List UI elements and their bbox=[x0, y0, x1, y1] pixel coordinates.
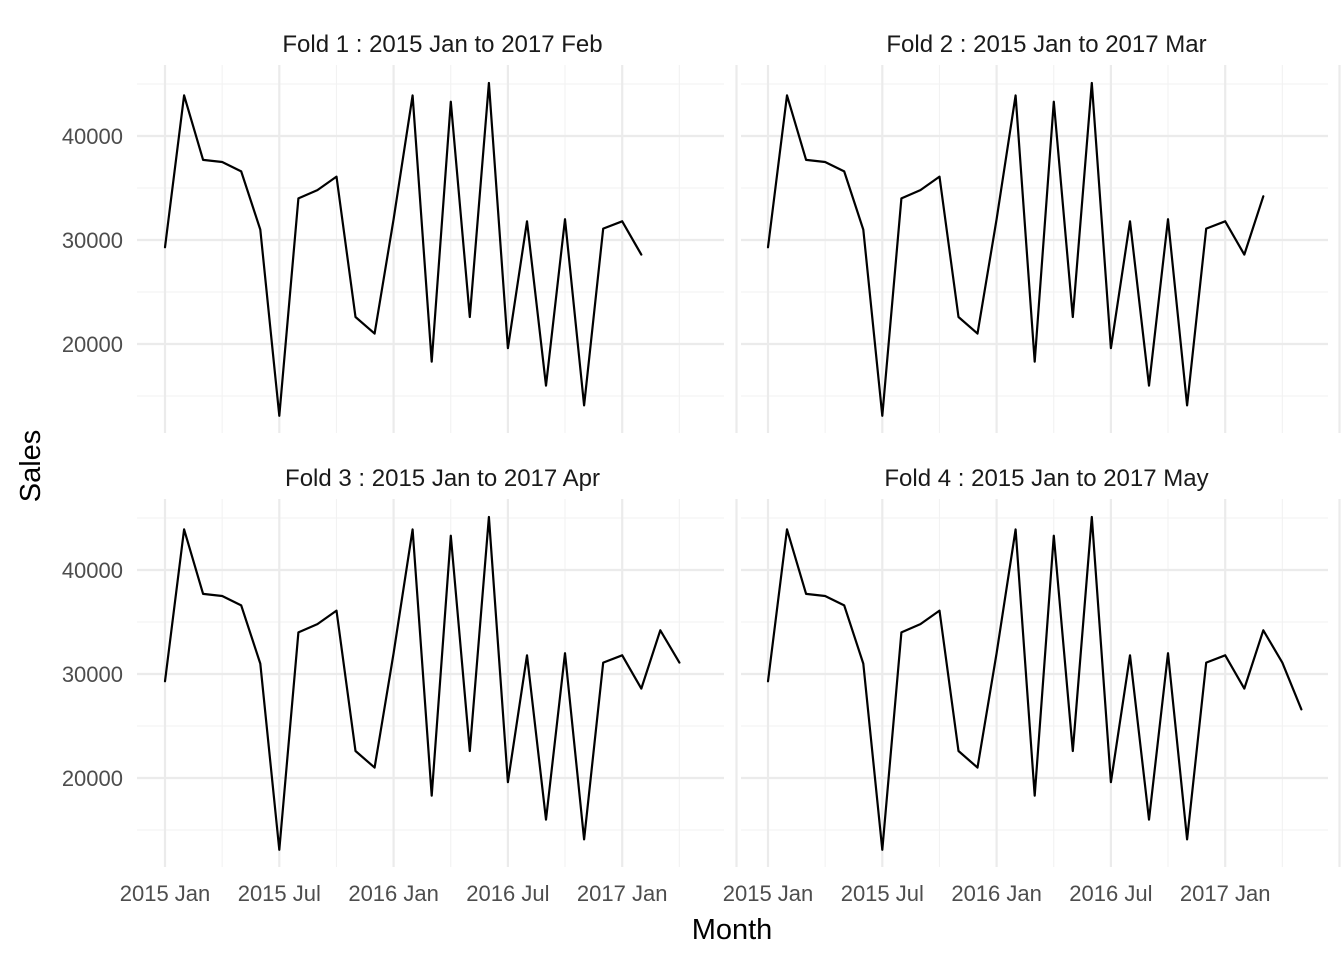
sales-series-line bbox=[766, 515, 1303, 851]
x-tick-label: 2016 Jan bbox=[951, 881, 1042, 906]
facet-title: Fold 3 : 2015 Jan to 2017 Apr bbox=[285, 465, 600, 492]
x-tick-label: 2015 Jul bbox=[841, 881, 924, 906]
x-axis-title: Month bbox=[692, 914, 773, 946]
y-tick-label: 40000 bbox=[62, 124, 123, 149]
facet-title: Fold 2 : 2015 Jan to 2017 Mar bbox=[886, 31, 1206, 58]
facet-panels: Fold 1 : 2015 Jan to 2017 Feb 20000 30000 4… bbox=[62, 31, 1341, 906]
sales-series-line bbox=[163, 515, 681, 851]
x-tick-label: 2016 Jul bbox=[466, 881, 549, 906]
y-tick-label: 40000 bbox=[62, 558, 123, 583]
y-tick-label: 30000 bbox=[62, 662, 123, 687]
x-tick-label: 2017 Jan bbox=[577, 881, 668, 906]
x-tick-label: 2017 Jan bbox=[1180, 881, 1271, 906]
facet-panel-3: Fold 3 : 2015 Jan to 2017 Apr 20000 30000 4… bbox=[62, 465, 738, 906]
facet-panel-4: Fold 4 : 2015 Jan to 2017 May 2015 Jan 201… bbox=[723, 465, 1341, 906]
facet-title: Fold 4 : 2015 Jan to 2017 May bbox=[884, 465, 1208, 492]
facet-panel-2: Fold 2 : 2015 Jan to 2017 Mar bbox=[741, 31, 1341, 433]
y-axis-title: Sales bbox=[15, 430, 47, 503]
y-tick-label: 30000 bbox=[62, 228, 123, 253]
x-tick-label: 2015 Jan bbox=[120, 881, 211, 906]
x-tick-label: 2016 Jan bbox=[348, 881, 439, 906]
facet-panel-1: Fold 1 : 2015 Jan to 2017 Feb 20000 30000 4… bbox=[62, 31, 738, 433]
facet-title: Fold 1 : 2015 Jan to 2017 Feb bbox=[282, 31, 602, 58]
x-tick-label: 2015 Jul bbox=[238, 881, 321, 906]
x-tick-label: 2016 Jul bbox=[1069, 881, 1152, 906]
sales-series-line bbox=[163, 81, 643, 417]
y-tick-label: 20000 bbox=[62, 332, 123, 357]
x-tick-label: 2015 Jan bbox=[723, 881, 814, 906]
sales-series-line bbox=[766, 81, 1265, 417]
y-tick-label: 20000 bbox=[62, 766, 123, 791]
